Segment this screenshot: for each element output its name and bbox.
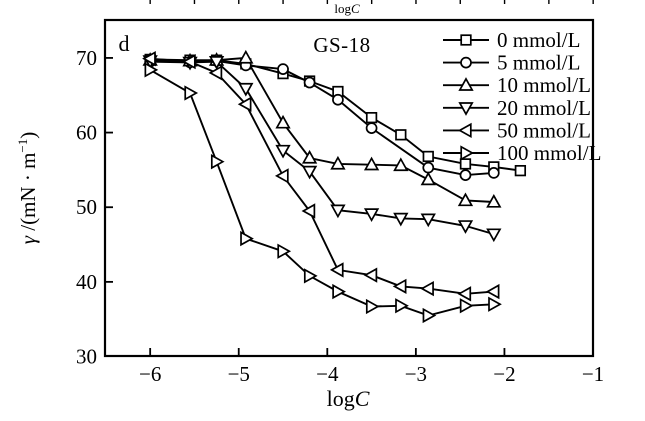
series-line-circle <box>150 59 494 177</box>
data-marker-triangle-left <box>363 267 378 283</box>
legend-label: 50 mmol/L <box>497 118 591 142</box>
data-marker-triangle-right <box>459 298 474 314</box>
y-axis-exponent: −1 <box>15 138 30 153</box>
series-line-triangle-right <box>149 69 494 317</box>
x-axis-label-log: log <box>326 386 355 411</box>
data-marker-triangle-down <box>393 212 409 227</box>
plot-frame <box>103 18 595 358</box>
data-marker-square <box>514 164 527 177</box>
data-marker-circle <box>487 167 500 179</box>
data-marker-square <box>395 129 407 141</box>
legend-marker-square <box>460 34 472 46</box>
data-marker-triangle-up <box>393 157 409 172</box>
data-marker-triangle-left <box>142 51 156 67</box>
data-marker-triangle-right <box>332 283 346 300</box>
data-marker-triangle-right <box>303 268 318 284</box>
data-marker-triangle-down <box>420 213 436 228</box>
data-marker-triangle-left <box>420 280 434 297</box>
data-marker-triangle-left <box>208 65 223 81</box>
y-tick-label: 40 <box>76 270 97 294</box>
data-marker-triangle-right <box>240 230 254 247</box>
data-marker-triangle-up <box>363 156 380 171</box>
data-marker-triangle-right <box>210 154 225 170</box>
y-axis-label: γ /(mN · m−1) <box>15 107 41 269</box>
y-axis-units: /(mN · m <box>16 152 40 236</box>
data-marker-triangle-right <box>184 85 199 101</box>
x-axis-label: logC <box>298 386 398 412</box>
series-line-triangle-up <box>150 56 494 203</box>
y-tick-label: 30 <box>76 345 97 369</box>
data-marker-circle <box>422 161 435 174</box>
x-tick-label: −1 <box>582 362 604 386</box>
legend-label: 10 mmol/L <box>497 73 591 97</box>
data-marker-triangle-down <box>457 220 474 234</box>
legend-label: 20 mmol/L <box>497 96 591 120</box>
data-marker-triangle-up <box>330 155 346 170</box>
series-line-triangle-down <box>150 59 495 236</box>
top-axis-label-c: C <box>350 1 360 16</box>
data-marker-triangle-left <box>301 203 316 219</box>
data-marker-triangle-right <box>365 298 380 315</box>
legend-label: 0 mmol/L <box>497 28 580 52</box>
data-marker-triangle-left <box>485 283 500 300</box>
data-marker-triangle-right <box>144 62 159 78</box>
data-marker-triangle-right <box>488 296 502 312</box>
series-line-triangle-left <box>150 57 494 295</box>
data-marker-triangle-up <box>486 193 502 208</box>
data-marker-circle <box>459 169 472 181</box>
data-marker-triangle-up <box>301 149 318 164</box>
data-marker-circle <box>332 93 344 106</box>
legend-marker-triangle-down <box>458 102 474 116</box>
x-tick-label: −5 <box>228 362 250 386</box>
y-axis-close: ) <box>16 131 40 139</box>
x-tick-label: −3 <box>405 362 427 386</box>
data-marker-triangle-right <box>277 243 292 259</box>
y-axis-gamma: γ <box>16 235 40 245</box>
top-axis-label: logC <box>307 1 387 17</box>
data-marker-triangle-down <box>363 208 380 222</box>
y-tick-label: 50 <box>76 195 97 219</box>
data-marker-triangle-up <box>420 171 436 186</box>
data-marker-triangle-up <box>457 192 474 207</box>
data-marker-square <box>422 150 434 163</box>
data-marker-triangle-down <box>330 204 346 219</box>
legend-marker-triangle-right <box>460 145 475 161</box>
data-marker-circle <box>365 122 378 134</box>
data-marker-triangle-down <box>486 228 502 243</box>
data-marker-square <box>365 111 378 124</box>
y-tick-label: 60 <box>76 121 97 145</box>
data-marker-triangle-left <box>392 278 407 294</box>
legend-marker-triangle-up <box>458 77 474 91</box>
x-axis-label-c: C <box>354 386 370 411</box>
data-marker-triangle-up <box>275 114 291 129</box>
data-marker-triangle-down <box>208 56 225 70</box>
data-marker-triangle-left <box>181 54 196 70</box>
data-marker-circle <box>303 76 316 89</box>
panel-label: d <box>118 31 130 56</box>
x-tick-label: −2 <box>493 362 515 386</box>
legend-marker-triangle-left <box>457 122 472 139</box>
data-marker-triangle-right <box>422 307 437 324</box>
data-marker-triangle-up <box>238 49 254 64</box>
data-marker-square <box>459 158 472 170</box>
data-marker-triangle-down <box>238 82 254 97</box>
data-marker-triangle-down <box>275 144 291 159</box>
legend-marker-circle <box>460 56 472 69</box>
data-marker-triangle-right <box>395 298 409 314</box>
data-marker-triangle-down <box>301 165 318 180</box>
x-tick-label: −6 <box>139 362 161 386</box>
chart-title: GS-18 <box>313 33 371 57</box>
y-tick-label: 70 <box>76 46 97 70</box>
x-tick-label: −4 <box>316 362 339 386</box>
legend-label: 5 mmol/L <box>497 51 580 75</box>
top-axis-label-log: log <box>334 1 351 16</box>
data-marker-circle <box>277 63 289 75</box>
data-marker-triangle-left <box>457 286 472 302</box>
legend-label: 100 mmol/L <box>497 141 601 165</box>
data-marker-triangle-left <box>237 96 252 112</box>
data-marker-triangle-left <box>329 262 344 278</box>
data-marker-triangle-left <box>274 168 289 184</box>
